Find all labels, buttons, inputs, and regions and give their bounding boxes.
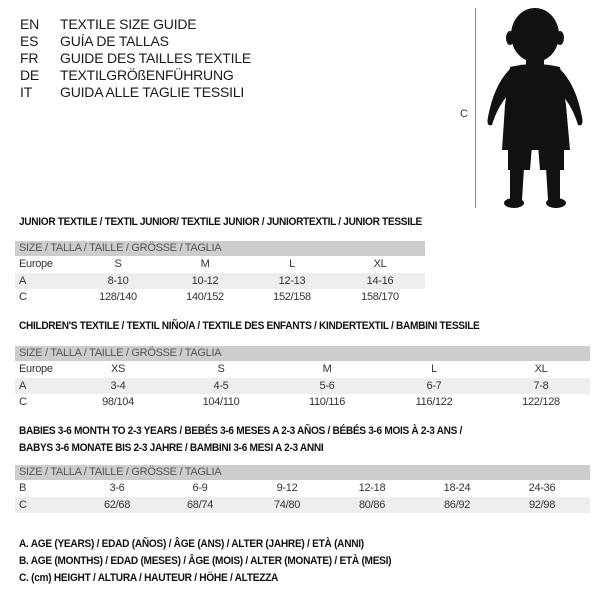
height-measure-line bbox=[475, 8, 476, 208]
lang-code-es: ES bbox=[20, 33, 39, 49]
row-label: A bbox=[19, 379, 27, 392]
row-label: C bbox=[19, 291, 27, 303]
babies-size-table: SIZE / TALLA / TAILLE / GRÖSSE / TAGLIA … bbox=[15, 465, 590, 513]
table-row: A 3-4 4-5 5-6 6-7 7-8 bbox=[15, 377, 590, 394]
table-cell: 12-13 bbox=[278, 274, 306, 287]
row-label: A bbox=[19, 274, 27, 287]
table-cell: 74/80 bbox=[273, 498, 301, 511]
table-cell: S bbox=[114, 258, 122, 270]
lang-title-es: GUÍA DE TALLAS bbox=[60, 33, 169, 49]
babies-section-title-line2: BABYS 3-6 MONATE BIS 2-3 JAHRE / BAMBINI… bbox=[19, 442, 324, 454]
table-cell: 128/140 bbox=[99, 291, 137, 303]
row-label: B bbox=[19, 482, 27, 494]
table-cell: 62/68 bbox=[103, 498, 131, 511]
table-header: SIZE / TALLA / TAILLE / GRÖSSE / TAGLIA bbox=[15, 346, 590, 361]
table-cell: 8-10 bbox=[107, 274, 129, 287]
table-cell: 4-5 bbox=[213, 379, 229, 392]
table-row: A 8-10 10-12 12-13 14-16 bbox=[15, 272, 425, 289]
table-cell: 24-36 bbox=[528, 482, 556, 494]
lang-title-fr: GUIDE DES TAILLES TEXTILE bbox=[60, 50, 252, 66]
table-row: C 98/104 104/110 110/116 116/122 122/128 bbox=[15, 394, 590, 411]
table-cell: 7-8 bbox=[533, 379, 549, 392]
row-label: Europe bbox=[19, 363, 53, 375]
table-cell: 104/110 bbox=[202, 396, 240, 408]
table-cell: 110/116 bbox=[308, 396, 346, 408]
lang-code-fr: FR bbox=[20, 50, 39, 66]
legend-a: A. AGE (YEARS) / EDAD (AÑOS) / ÂGE (ANS)… bbox=[19, 538, 364, 550]
height-measure-label: C bbox=[460, 108, 468, 120]
table-cell: XL bbox=[534, 363, 548, 375]
row-label: C bbox=[19, 396, 27, 408]
table-cell: L bbox=[431, 363, 437, 375]
table-cell: 3-4 bbox=[110, 379, 126, 392]
table-cell: 3-6 bbox=[109, 482, 125, 494]
table-cell: 158/170 bbox=[361, 291, 399, 303]
table-row: C 62/68 68/74 74/80 80/86 86/92 92/98 bbox=[15, 496, 590, 513]
child-silhouette-icon bbox=[487, 8, 583, 208]
table-cell: L bbox=[289, 258, 295, 270]
table-cell: 6-7 bbox=[426, 379, 442, 392]
table-cell: 12-18 bbox=[358, 482, 386, 494]
lang-code-en: EN bbox=[20, 16, 40, 32]
table-row: C 128/140 140/152 152/158 158/170 bbox=[15, 289, 425, 306]
lang-code-de: DE bbox=[20, 67, 40, 83]
table-header: SIZE / TALLA / TAILLE / GRÖSSE / TAGLIA bbox=[15, 465, 590, 480]
junior-section-title: JUNIOR TEXTILE / TEXTIL JUNIOR/ TEXTILE … bbox=[19, 216, 422, 228]
lang-title-en: TEXTILE SIZE GUIDE bbox=[60, 16, 197, 32]
table-cell: M bbox=[200, 258, 210, 270]
babies-section-title-line1: BABIES 3-6 MONTH TO 2-3 YEARS / BEBÉS 3-… bbox=[19, 425, 463, 437]
table-cell: 18-24 bbox=[443, 482, 471, 494]
table-cell: 86/92 bbox=[443, 498, 471, 511]
legend-c: C. (cm) HEIGHT / ALTURA / HAUTEUR / HÖHE… bbox=[19, 572, 279, 584]
row-label: Europe bbox=[19, 258, 53, 270]
table-row: Europe S M L XL bbox=[15, 256, 425, 273]
table-cell: 152/158 bbox=[273, 291, 311, 303]
junior-size-table: SIZE / TALLA / TAILLE / GRÖSSE / TAGLIA … bbox=[15, 241, 425, 306]
lang-code-it: IT bbox=[20, 84, 33, 100]
table-cell: 68/74 bbox=[186, 498, 214, 511]
table-cell: 5-6 bbox=[319, 379, 335, 392]
table-row: B 3-6 6-9 9-12 12-18 18-24 24-36 bbox=[15, 480, 590, 497]
table-cell: XS bbox=[110, 363, 126, 375]
table-cell: 6-9 bbox=[192, 482, 208, 494]
children-size-table: SIZE / TALLA / TAILLE / GRÖSSE / TAGLIA … bbox=[15, 346, 590, 411]
children-section-title: CHILDREN'S TEXTILE / TEXTIL NIÑO/A / TEX… bbox=[19, 320, 480, 332]
table-cell: 80/86 bbox=[358, 498, 386, 511]
table-cell: 10-12 bbox=[191, 274, 219, 287]
table-cell: 92/98 bbox=[528, 498, 556, 511]
table-header: SIZE / TALLA / TAILLE / GRÖSSE / TAGLIA bbox=[15, 241, 425, 256]
table-cell: 9-12 bbox=[276, 482, 298, 494]
table-cell: 116/122 bbox=[415, 396, 453, 408]
table-cell: 98/104 bbox=[102, 396, 134, 408]
table-cell: S bbox=[217, 363, 225, 375]
table-cell: 122/128 bbox=[522, 396, 560, 408]
row-label: C bbox=[19, 498, 27, 511]
table-cell: 140/152 bbox=[186, 291, 224, 303]
lang-title-it: GUIDA ALLE TAGLIE TESSILI bbox=[60, 84, 245, 100]
lang-title-de: TEXTILGRÖßENFÜHRUNG bbox=[60, 67, 234, 83]
legend-b: B. AGE (MONTHS) / EDAD (MESES) / ÂGE (MO… bbox=[19, 555, 392, 567]
table-cell: 14-16 bbox=[366, 274, 394, 287]
table-row: Europe XS S M L XL bbox=[15, 361, 590, 378]
table-cell: XL bbox=[373, 258, 387, 270]
table-cell: M bbox=[322, 363, 332, 375]
